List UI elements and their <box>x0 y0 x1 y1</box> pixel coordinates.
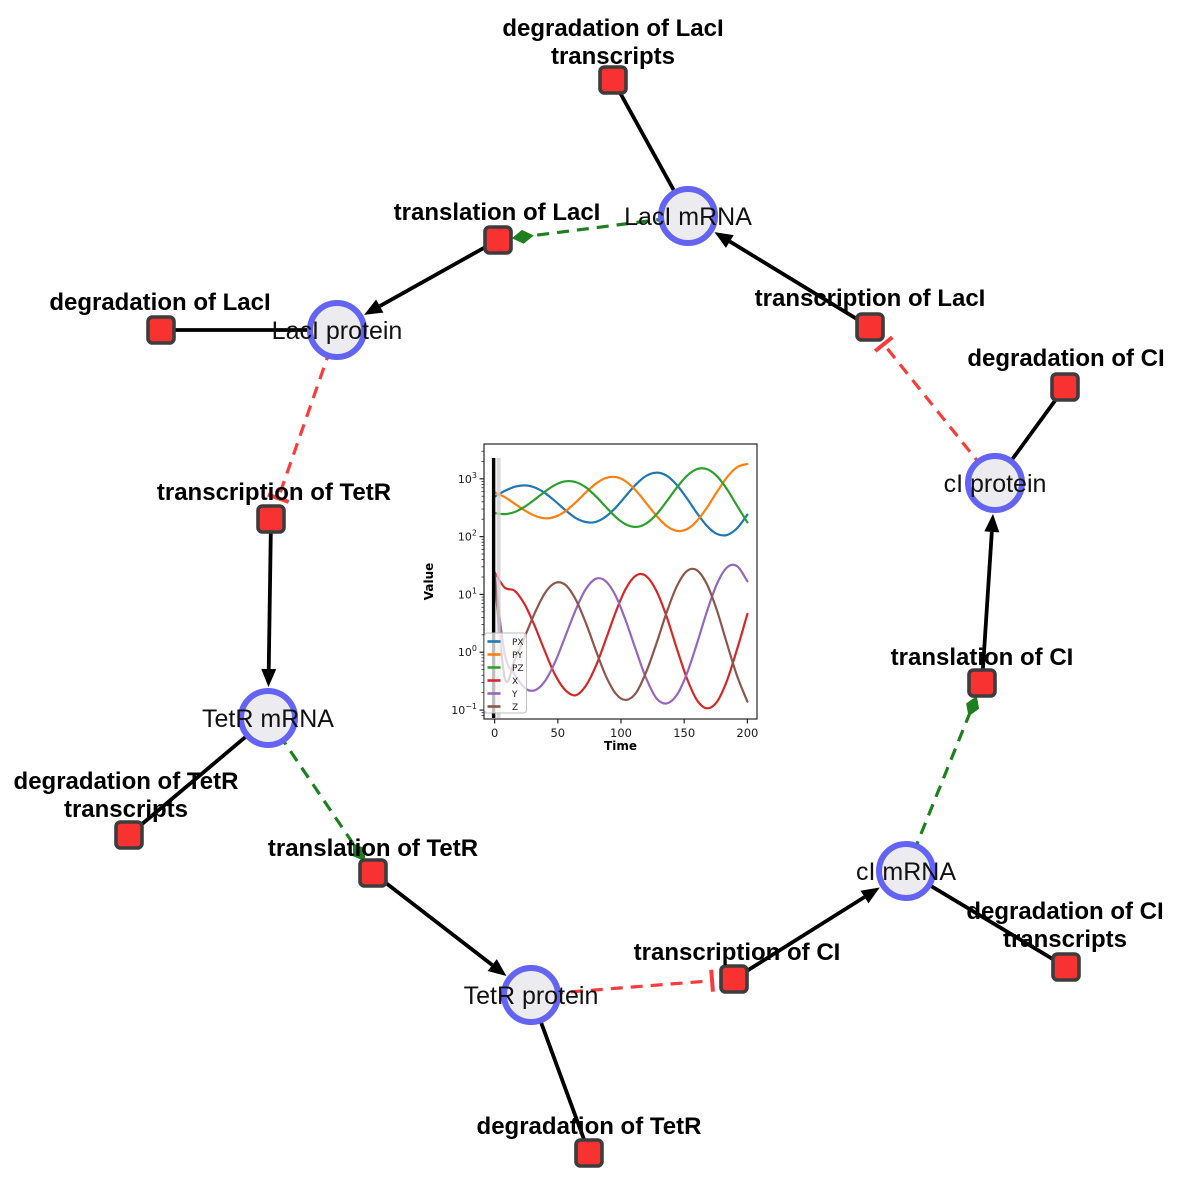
species-node-cI_mRNA <box>876 841 936 901</box>
species-label-lacI_protein: LacI protein <box>272 317 403 345</box>
species-label-tetR_protein: TetR protein <box>464 982 599 1010</box>
labels-layer: LacI mRNA LacI protein cI protein TetR mRNA… <box>14 15 1165 1140</box>
edge-transl_cI-cI_protein-arrowhead-icon <box>984 513 1000 533</box>
reaction-nodes-layer <box>114 65 1081 1168</box>
event-shade <box>496 458 501 718</box>
reaction-label-transl_tetR: translation of TetR <box>268 835 478 862</box>
edge-tx_cI-cI_mRNA <box>732 895 866 981</box>
y-tick-label: 10−1 <box>451 702 477 717</box>
edge-tetR_mRNA-deg_tetR_tx <box>127 716 270 837</box>
chart-curves <box>493 462 749 710</box>
edge-tx_lacI-lacI_mRNA-arrowhead-icon <box>714 232 734 248</box>
reaction-label-transl_lacI: translation of LacI <box>394 199 601 226</box>
edge-transl_tetR-tetR_protein-arrowhead-icon <box>487 959 507 977</box>
legend-label-PX: PX <box>512 638 524 648</box>
species-node-cI_protein <box>965 453 1025 513</box>
reaction-label-transl_cI: translation of CI <box>891 644 1074 671</box>
x-tick-label: 100 <box>610 726 632 740</box>
reaction-label-tx_lacI: transcription of LacI <box>755 285 986 312</box>
series-line-X <box>493 571 749 710</box>
y-tick-label: 103 <box>458 471 477 486</box>
edge-tetR_protein-tx_cI-tbar-icon <box>709 969 715 992</box>
y-axis-label: Value <box>422 563 436 601</box>
y-tick-label: 102 <box>458 529 477 544</box>
reaction-node-deg_cI <box>1050 372 1080 402</box>
edge-tx_tetR-tetR_mRNA-arrowhead-icon <box>261 668 277 688</box>
reaction-node-transl_tetR <box>358 858 388 888</box>
species-label-cI_protein: cI protein <box>944 470 1047 498</box>
species-label-cI_mRNA: cI mRNA <box>856 858 956 886</box>
species-node-lacI_protein <box>307 300 367 360</box>
edge-tetR_protein-tx_cI <box>530 979 713 997</box>
reaction-node-tx_lacI <box>855 312 885 342</box>
series-line-PZ <box>493 467 749 529</box>
chart-axes-box <box>483 443 758 720</box>
reaction-node-transl_cI <box>967 668 997 698</box>
reaction-node-deg_tetR_tx <box>114 820 144 850</box>
legend-label-PY: PY <box>512 651 523 661</box>
reaction-label-deg_cI_tx-line2: transcripts <box>1003 926 1127 953</box>
edge-cI_mRNA-transl_cI-diamond-icon <box>966 695 980 717</box>
edge-cI_mRNA-deg_cI_tx <box>905 869 1067 969</box>
x-tick-label: 200 <box>736 726 758 740</box>
edge-transl_lacI-lacI_protein-arrowhead-icon <box>364 299 384 315</box>
reaction-node-deg_cI_tx <box>1051 952 1081 982</box>
edge-cI_protein-tx_lacI-tbar-icon <box>873 335 894 353</box>
y-tick-label: 101 <box>458 586 477 601</box>
legend-label-Z: Z <box>512 703 518 713</box>
x-tick-label: 0 <box>491 726 498 740</box>
reaction-node-deg_lacI_tx <box>598 65 628 95</box>
reaction-label-deg_cI: degradation of CI <box>967 345 1164 372</box>
reaction-label-tx_tetR: transcription of TetR <box>157 479 391 506</box>
reaction-label-deg_cI_tx: degradation of CI <box>966 898 1163 925</box>
reaction-label-deg_lacI: degradation of LacI <box>49 289 270 316</box>
reaction-label-deg_lacI_tx: degradation of LacI <box>502 15 723 42</box>
reaction-node-tx_tetR <box>256 504 286 534</box>
legend-label-X: X <box>512 677 518 687</box>
series-line-Z <box>493 567 749 703</box>
reaction-node-transl_lacI <box>483 225 513 255</box>
edge-transl_tetR-tetR_protein <box>371 871 494 967</box>
y-tick-label: 100 <box>458 644 477 659</box>
series-line-PX <box>493 471 749 537</box>
edge-lacI_mRNA-transl_lacI-diamond-icon <box>511 229 534 244</box>
reaction-node-deg_lacI <box>146 315 176 345</box>
species-node-lacI_mRNA <box>658 186 718 246</box>
species-label-tetR_mRNA: TetR mRNA <box>202 705 334 733</box>
legend-label-Y: Y <box>511 690 518 700</box>
edge-transl_lacI-lacI_protein <box>378 238 499 308</box>
edge-transl_cI-cI_protein <box>980 531 994 684</box>
edge-tx_cI-cI_mRNA-arrowhead-icon <box>860 887 880 904</box>
species-label-lacI_mRNA: LacI mRNA <box>624 203 752 231</box>
legend-label-PZ: PZ <box>512 664 524 674</box>
edge-lacI_protein-tx_tetR-tbar-icon <box>267 492 290 504</box>
edge-tx_tetR-tetR_mRNA <box>266 518 273 670</box>
reaction-label-deg_tetR: degradation of TetR <box>477 1113 702 1140</box>
species-nodes-layer <box>238 186 1025 1025</box>
reaction-label-deg_tetR_tx: degradation of TetR <box>14 768 239 795</box>
reaction-node-deg_tetR <box>574 1138 604 1168</box>
series-line-PY <box>493 462 749 533</box>
reaction-label-deg_tetR_tx-line2: transcripts <box>64 796 188 823</box>
x-tick-label: 50 <box>550 726 565 740</box>
reaction-label-deg_lacI_tx-line2: transcripts <box>551 43 675 70</box>
x-tick-label: 150 <box>673 726 695 740</box>
series-line-Y <box>493 563 749 705</box>
reaction-label-tx_cI: transcription of CI <box>634 939 841 966</box>
reaction-node-tx_cI <box>719 964 749 994</box>
edge-tx_lacI-lacI_mRNA <box>728 239 871 329</box>
species-node-tetR_mRNA <box>238 688 298 748</box>
x-axis-label: Time <box>604 739 637 753</box>
chart-legend: PX PY PZ XYZ <box>484 632 527 714</box>
species-node-tetR_protein <box>501 965 561 1025</box>
edge-tetR_mRNA-transl_tetR-diamond-icon <box>352 843 366 862</box>
